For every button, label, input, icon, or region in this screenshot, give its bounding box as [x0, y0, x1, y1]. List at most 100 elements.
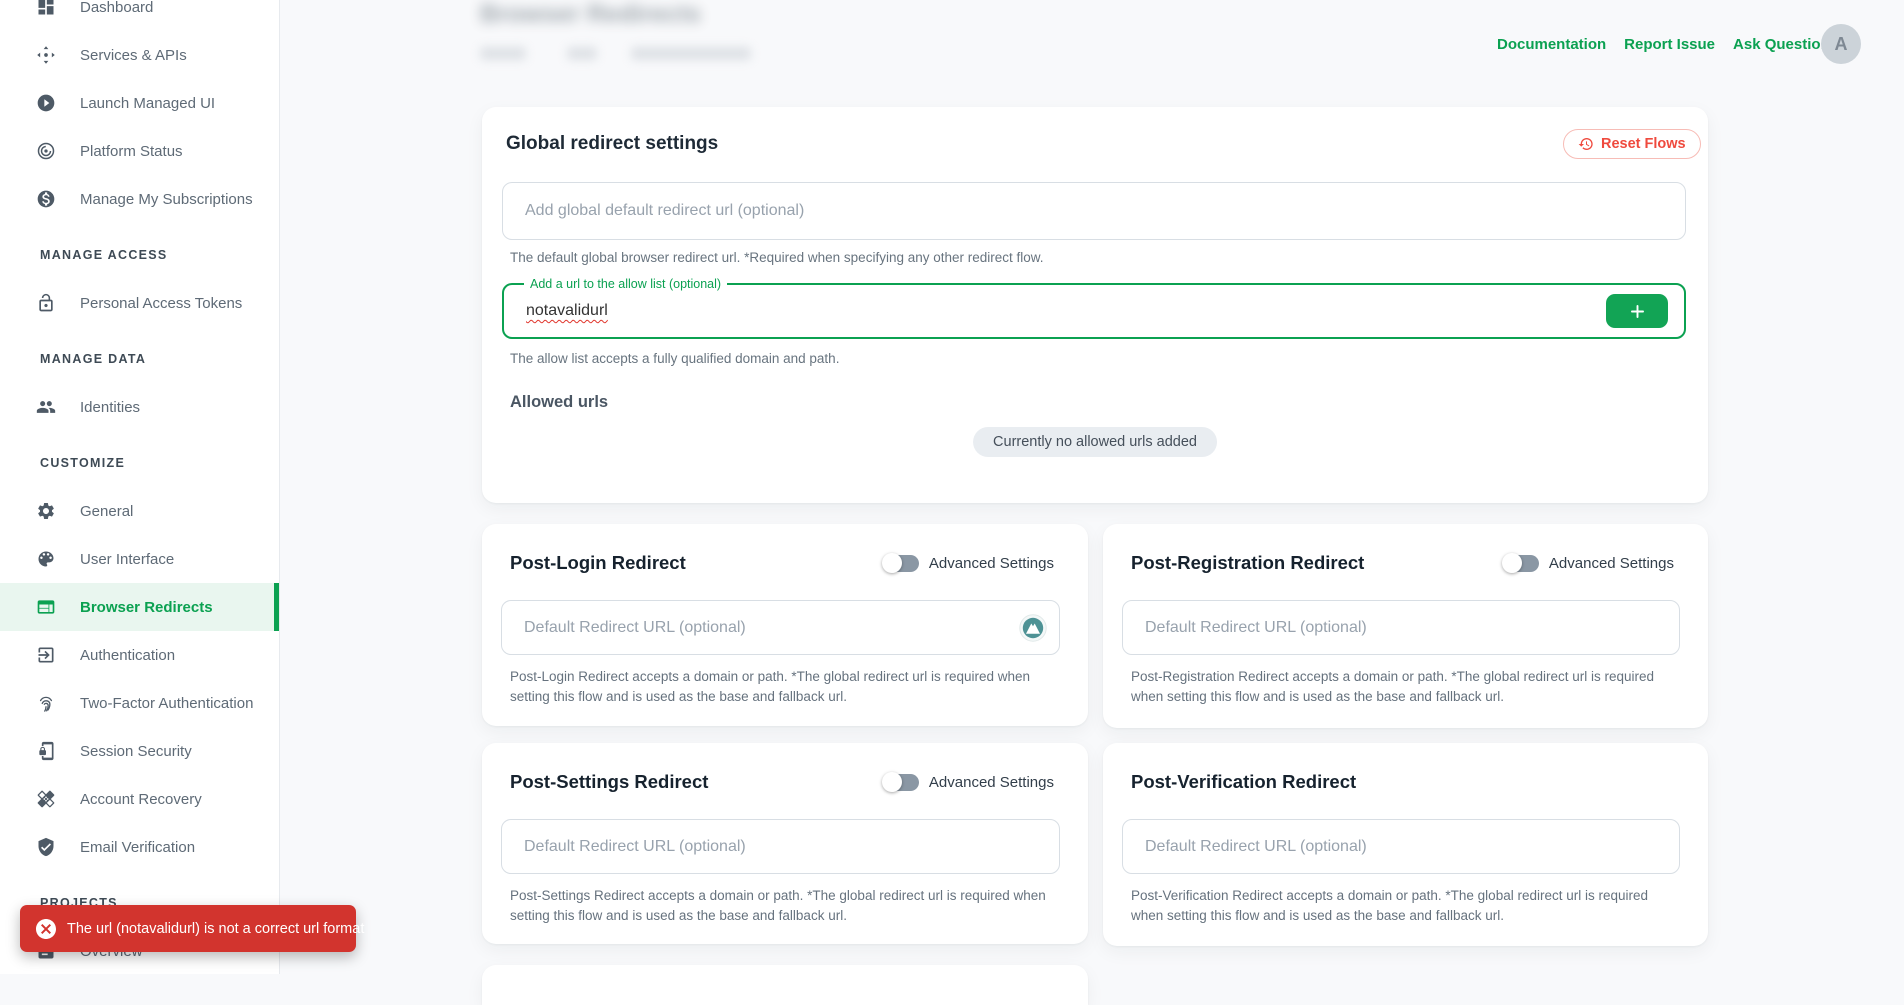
sidebar-item-personal-access-tokens[interactable]: Personal Access Tokens [0, 279, 279, 327]
avatar[interactable]: A [1821, 24, 1861, 64]
add-url-button[interactable] [1606, 294, 1668, 328]
sidebar-item-two-factor-authentication[interactable]: Two-Factor Authentication [0, 679, 279, 727]
advanced-settings-label: Advanced Settings [1548, 554, 1674, 572]
advanced-settings-toggle[interactable] [881, 553, 919, 573]
global-default-helper: The default global browser redirect url.… [510, 250, 1044, 265]
authentication-icon [36, 645, 56, 665]
sidebar-item-label: Platform Status [80, 142, 183, 160]
post-verification-redirect-card: Post-Verification Redirect Post-Verificat… [1103, 743, 1708, 946]
breadcrumb-segment [567, 47, 597, 60]
flow-card-helper: Post-Verification Redirect accepts a dom… [1131, 888, 1649, 923]
personal-access-tokens-icon [36, 293, 56, 313]
allowed-urls-title: Allowed urls [510, 393, 609, 411]
flow-card-title: Post-Login Redirect [510, 552, 686, 573]
sidebar-item-dashboard[interactable]: Dashboard [0, 0, 279, 31]
global-default-redirect-url-input[interactable] [502, 182, 1686, 240]
sidebar-item-label: Browser Redirects [80, 598, 213, 616]
default-redirect-url-input[interactable] [501, 819, 1060, 874]
breadcrumb-segment [631, 47, 751, 60]
sidebar-item-launch-managed-ui[interactable]: Launch Managed UI [0, 79, 279, 127]
partial-next-card [482, 965, 1088, 1005]
page-title: Browser Redirects [480, 0, 701, 28]
sidebar-item-browser-redirects[interactable]: Browser Redirects [0, 583, 279, 631]
sidebar-section-customize: CUSTOMIZE [40, 456, 126, 470]
subscriptions-icon [36, 189, 56, 209]
advanced-settings-toggle[interactable] [881, 772, 919, 792]
sidebar-item-identities[interactable]: Identities [0, 383, 279, 431]
default-redirect-url-input[interactable] [1122, 600, 1680, 655]
launch-managed-ui-icon [36, 93, 56, 113]
general-icon [36, 501, 56, 521]
error-icon [36, 918, 56, 939]
global-card-title: Global redirect settings [506, 133, 719, 154]
sidebar-item-account-recovery[interactable]: Account Recovery [0, 775, 279, 823]
ask-question-link[interactable]: Ask Question [1733, 36, 1830, 53]
sidebar-item-label: User Interface [80, 550, 175, 568]
default-redirect-url-input[interactable] [1122, 819, 1680, 874]
flow-card-title: Post-Verification Redirect [1131, 771, 1357, 792]
flow-card-helper: Post-Login Redirect accepts a domain or … [510, 669, 1031, 704]
sidebar-item-email-verification[interactable]: Email Verification [0, 823, 279, 871]
flow-card-title: Post-Settings Redirect [510, 771, 709, 792]
identities-icon [36, 397, 56, 417]
dashboard-icon [36, 0, 56, 17]
sidebar-item-label: General [80, 502, 134, 520]
sidebar-item-manage-my-subscriptions[interactable]: Manage My Subscriptions [0, 175, 279, 223]
sidebar-item-authentication[interactable]: Authentication [0, 631, 279, 679]
flow-card-header: Post-Verification Redirect [1103, 743, 1708, 793]
sidebar-item-platform-status[interactable]: Platform Status [0, 127, 279, 175]
allow-list-helper: The allow list accepts a fully qualified… [510, 351, 840, 366]
password-manager-extension-icon[interactable] [1019, 613, 1047, 642]
sidebar-item-label: Personal Access Tokens [80, 294, 243, 312]
sidebar-item-label: Account Recovery [80, 790, 202, 808]
email-verification-icon [36, 837, 56, 857]
sidebar-item-label: Services & APIs [80, 46, 187, 64]
sidebar-item-label: Manage My Subscriptions [80, 190, 253, 208]
account-recovery-icon [36, 789, 56, 809]
sidebar-item-general[interactable]: General [0, 487, 279, 535]
header-links: Documentation Report Issue Ask Question [1497, 36, 1830, 53]
plus-icon [1628, 302, 1647, 321]
two-factor-icon [36, 693, 56, 713]
allowed-urls-empty-chip: Currently no allowed urls added [973, 427, 1217, 457]
advanced-settings-label: Advanced Settings [928, 773, 1054, 791]
documentation-link[interactable]: Documentation [1497, 36, 1607, 53]
allow-list-value: notavalidurl [526, 302, 608, 319]
post-registration-redirect-card: Post-Registration Redirect Advanced Setti… [1103, 524, 1708, 728]
user-interface-icon [36, 549, 56, 569]
sidebar-item-label: Dashboard [80, 0, 154, 16]
error-toast: The url (notavalidurl) is not a correct … [20, 905, 364, 952]
flow-card-header: Post-Settings Redirect Advanced Settings [482, 743, 1088, 793]
advanced-settings-toggle[interactable] [1501, 553, 1539, 573]
flow-card-helper: Post-Settings Redirect accepts a domain … [510, 888, 1046, 923]
sidebar-section-manage-data: MANAGE DATA [40, 352, 147, 366]
flow-card-helper: Post-Registration Redirect accepts a dom… [1131, 669, 1655, 704]
sidebar-item-label: Launch Managed UI [80, 94, 216, 112]
history-icon [1578, 136, 1594, 152]
flow-card-header: Post-Registration Redirect Advanced Setti… [1103, 524, 1708, 574]
sidebar-item-label: Identities [80, 398, 141, 416]
sidebar-item-user-interface[interactable]: User Interface [0, 535, 279, 583]
toast-message: The url (notavalidurl) is not a correct … [67, 920, 365, 937]
sidebar-item-label: Email Verification [80, 838, 196, 856]
flow-card-title: Post-Registration Redirect [1131, 552, 1365, 573]
allow-list-url-input[interactable]: Add a url to the allow list (optional) n… [502, 276, 1686, 339]
default-redirect-url-input[interactable] [501, 600, 1060, 655]
sidebar-item-session-security[interactable]: Session Security [0, 727, 279, 775]
sidebar: Dashboard Services & APIs Launch Managed U… [0, 0, 280, 974]
sidebar-item-label: Session Security [80, 742, 192, 760]
sidebar-item-services-apis[interactable]: Services & APIs [0, 31, 279, 79]
flow-card-header: Post-Login Redirect Advanced Settings [482, 524, 1088, 574]
browser-redirects-icon [36, 597, 56, 617]
sidebar-item-label: Authentication [80, 646, 176, 664]
reset-flows-button[interactable]: Reset Flows [1563, 129, 1701, 159]
sidebar-section-manage-access: MANAGE ACCESS [40, 248, 168, 262]
services-apis-icon [36, 45, 56, 65]
overview-icon [36, 941, 56, 961]
reset-flows-label: Reset Flows [1601, 136, 1686, 152]
report-issue-link[interactable]: Report Issue [1624, 36, 1716, 53]
platform-status-icon [36, 141, 56, 161]
breadcrumb-segment [480, 47, 526, 60]
